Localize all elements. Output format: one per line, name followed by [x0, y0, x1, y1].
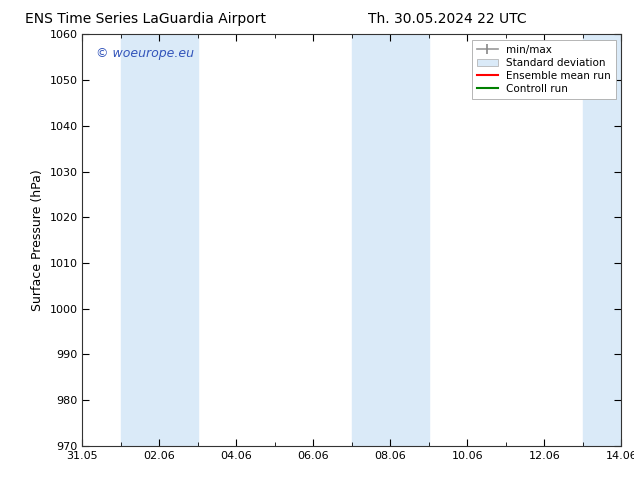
Bar: [121, 34, 198, 446]
Bar: [583, 34, 634, 446]
Text: © woeurope.eu: © woeurope.eu: [96, 47, 194, 60]
Bar: [352, 34, 429, 446]
Y-axis label: Surface Pressure (hPa): Surface Pressure (hPa): [31, 169, 44, 311]
Legend: min/max, Standard deviation, Ensemble mean run, Controll run: min/max, Standard deviation, Ensemble me…: [472, 40, 616, 99]
Text: ENS Time Series LaGuardia Airport: ENS Time Series LaGuardia Airport: [25, 12, 266, 26]
Text: Th. 30.05.2024 22 UTC: Th. 30.05.2024 22 UTC: [368, 12, 526, 26]
